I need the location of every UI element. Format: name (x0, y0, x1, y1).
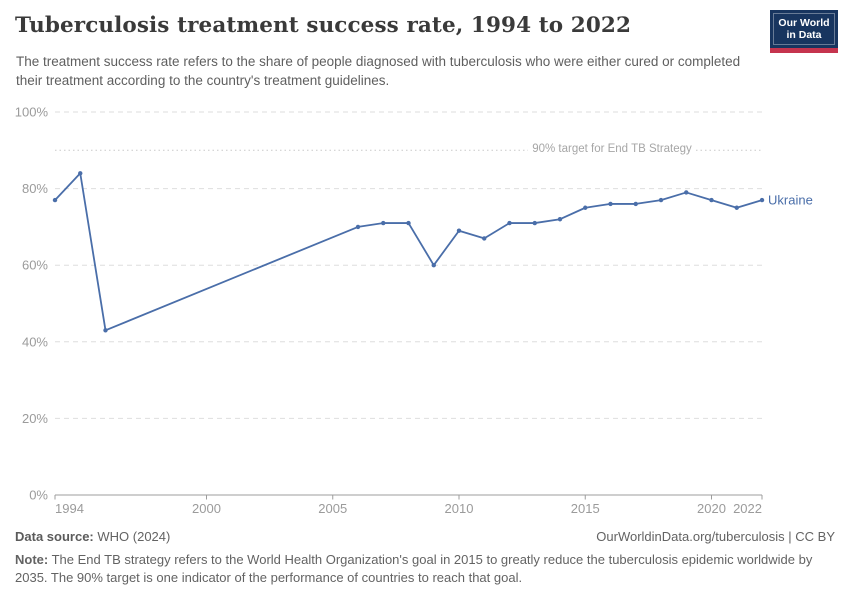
x-tick-label: 1994 (55, 501, 84, 516)
x-tick-label: 2015 (571, 501, 600, 516)
y-tick-label: 80% (22, 181, 48, 196)
data-point-ukraine-2016 (608, 201, 613, 207)
data-point-ukraine-2009 (431, 263, 436, 268)
series-label-ukraine: Ukraine (768, 193, 813, 208)
owid-logo: Our World in Data (770, 10, 838, 53)
data-point-ukraine-2013 (532, 220, 537, 226)
data-point-ukraine-2019 (684, 190, 689, 195)
owid-logo-text: Our World in Data (773, 13, 835, 45)
data-point-ukraine-2022 (759, 197, 765, 203)
data-point-ukraine-2012 (507, 220, 512, 226)
data-point-ukraine-2014 (557, 217, 563, 222)
data-point-ukraine-1995 (78, 171, 83, 176)
data-point-ukraine-1996 (103, 328, 108, 333)
y-tick-label: 40% (22, 334, 48, 349)
chart-note: Note: The End TB strategy refers to the … (15, 551, 835, 588)
data-point-ukraine-2015 (583, 205, 588, 210)
data-source-value: WHO (2024) (97, 529, 171, 544)
data-point-ukraine-2020 (709, 197, 714, 203)
data-point-ukraine-2018 (658, 197, 664, 203)
owid-url-link[interactable]: OurWorldinData.org/tuberculosis (596, 529, 785, 544)
x-tick-label: 2020 (697, 501, 726, 516)
data-point-ukraine-1994 (52, 197, 58, 203)
series-line-ukraine (54, 172, 763, 332)
line-chart: 0% 20% 40% 60% 80% 100% 90% target for End TB … (15, 105, 813, 517)
y-tick-label: 20% (22, 411, 48, 426)
logo-line-1: Our World (778, 16, 830, 29)
data-point-ukraine-2017 (633, 201, 638, 207)
data-point-ukraine-2007 (381, 220, 386, 226)
data-point-ukraine-2008 (406, 220, 411, 226)
x-tick-label: 2000 (192, 501, 221, 516)
data-source-label: Data source: (15, 529, 94, 544)
target-line-label: 90% target for End TB Strategy (532, 143, 692, 155)
data-point-ukraine-2011 (482, 236, 487, 241)
data-point-ukraine-2006 (355, 224, 361, 230)
note-text: The End TB strategy refers to the World … (15, 552, 813, 586)
footer-attribution: OurWorldinData.org/tuberculosis | CC BY (596, 529, 835, 544)
page-title: Tuberculosis treatment success rate, 199… (15, 13, 632, 38)
chart-subtitle: The treatment success rate refers to the… (16, 54, 741, 89)
note-label: Note: (15, 552, 49, 567)
footer-pipe: | (788, 529, 792, 544)
x-tick-label: 2005 (318, 501, 347, 516)
y-tick-label: 100% (15, 105, 49, 120)
y-tick-label: 60% (22, 258, 48, 273)
x-tick-label: 2010 (445, 501, 474, 516)
license-link[interactable]: CC BY (795, 529, 835, 544)
logo-red-bar (770, 48, 838, 53)
data-point-ukraine-2010 (456, 228, 462, 233)
data-point-ukraine-2021 (734, 205, 739, 210)
x-tick-label: 2022 (733, 501, 762, 516)
logo-line-2: in Data (786, 29, 822, 41)
y-tick-label: 0% (29, 488, 48, 503)
data-source: Data source: WHO (2024) (15, 529, 170, 544)
